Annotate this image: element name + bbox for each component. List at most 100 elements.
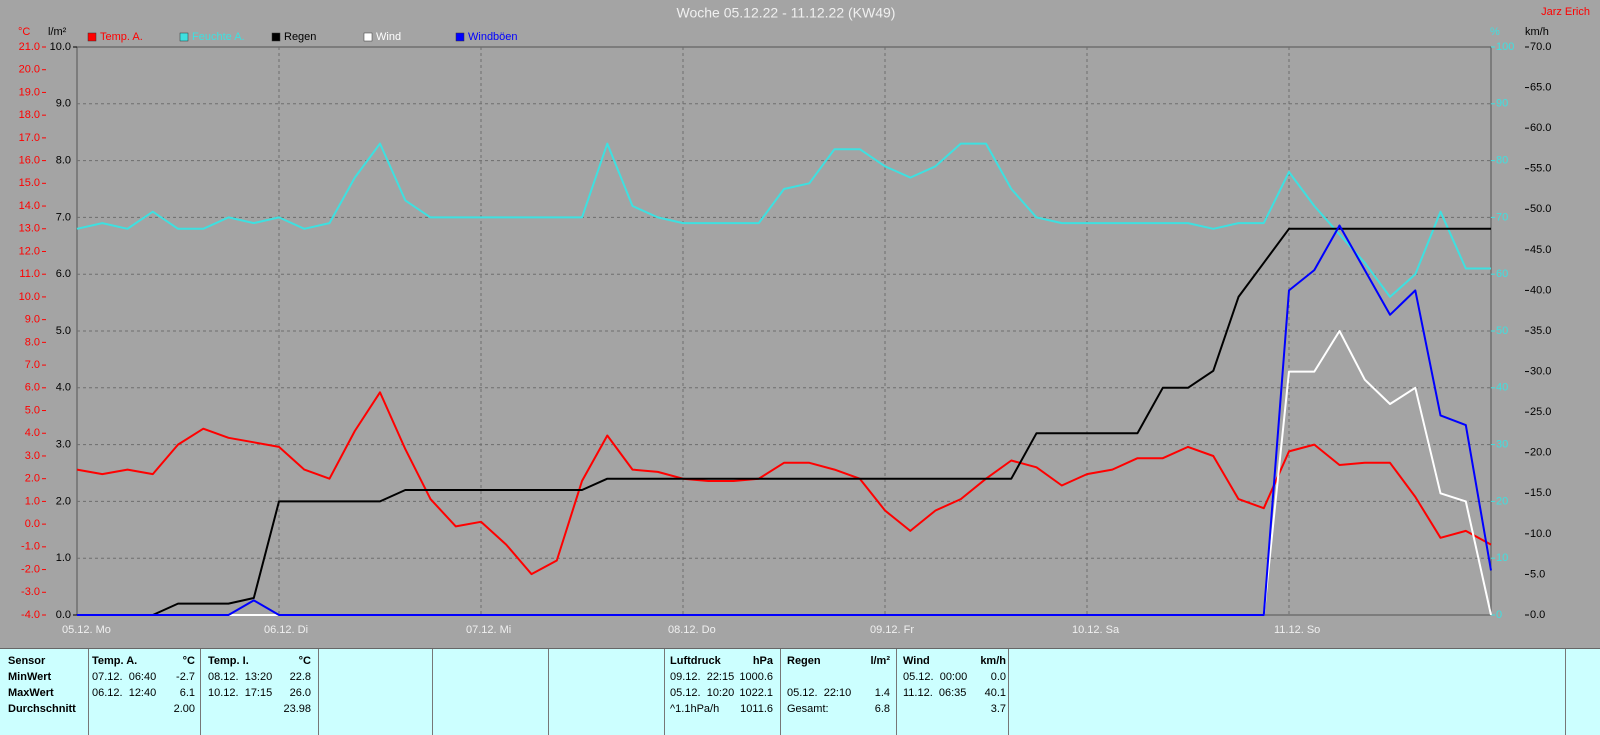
y3-tick-label: 40 xyxy=(1496,382,1508,394)
y4-tick-label: 35.0 xyxy=(1530,325,1551,337)
y-tick-label: -3.0 xyxy=(21,586,40,598)
y-tick-label: -4.0 xyxy=(21,609,40,621)
y2-tick-label: 7.0 xyxy=(56,211,71,223)
series-line xyxy=(76,142,1491,298)
group-unit: °C xyxy=(182,655,195,667)
chart-title: Woche 05.12.22 - 11.12.22 (KW49) xyxy=(677,5,896,21)
group-unit: °C xyxy=(298,655,311,667)
legend-label: Regen xyxy=(284,31,316,43)
y3-tick-label: 0 xyxy=(1496,609,1502,621)
y4-tick-label: 45.0 xyxy=(1530,244,1551,256)
y-tick-label: 8.0 xyxy=(25,336,40,348)
y3-tick-label: 20 xyxy=(1496,495,1508,507)
group-unit: km/h xyxy=(980,655,1006,667)
legend-swatch xyxy=(455,32,465,42)
y4-tick-label: 0.0 xyxy=(1530,609,1545,621)
y4-tick-label: 40.0 xyxy=(1530,284,1551,296)
stat-value: -2.7 xyxy=(176,671,195,683)
series-line xyxy=(77,224,1492,616)
legend-swatch xyxy=(179,32,189,42)
y2-unit: l/m² xyxy=(48,26,67,38)
stat-value: 23.98 xyxy=(283,703,311,715)
y2-tick-label: 10.0 xyxy=(50,41,71,53)
y-tick-label: 18.0 xyxy=(19,109,40,121)
y-tick-label: 1.0 xyxy=(25,495,40,507)
y3-unit: % xyxy=(1490,26,1500,38)
legend-label: Wind xyxy=(376,31,401,43)
y4-tick-label: 10.0 xyxy=(1530,528,1551,540)
legend-label: Windböen xyxy=(468,31,518,43)
y-tick-label: 10.0 xyxy=(19,291,40,303)
y3-tick-label: 60 xyxy=(1496,268,1508,280)
y4-tick-label: 65.0 xyxy=(1530,81,1551,93)
stat-time: 05.12. 22:10 xyxy=(787,687,852,699)
column-separator xyxy=(664,649,665,735)
x-tick-label: 09.12. Fr xyxy=(870,624,914,636)
y2-tick-label: 3.0 xyxy=(56,439,71,451)
y2-tick-label: 8.0 xyxy=(56,155,71,167)
stats-table: Sensor MinWert MaxWert Durchschnitt Temp. A.… xyxy=(0,648,1600,735)
stat-value: 6.8 xyxy=(874,703,890,715)
row-label: Durchschnitt xyxy=(8,703,76,715)
y-tick-label: -2.0 xyxy=(21,563,40,575)
x-tick-label: 07.12. Mi xyxy=(466,624,511,636)
y-tick-label: 2.0 xyxy=(25,473,40,485)
stat-value: 1.4 xyxy=(874,687,890,699)
y4-tick-label: 55.0 xyxy=(1530,163,1551,175)
row-label: MinWert xyxy=(8,671,52,683)
series-line xyxy=(77,227,1491,616)
y3-tick-label: 100 xyxy=(1496,41,1514,53)
stat-time: 05.12. 10:20 xyxy=(670,687,735,699)
x-tick-label: 08.12. Do xyxy=(668,624,716,636)
group-unit: hPa xyxy=(752,655,773,667)
stat-value: 6.1 xyxy=(179,687,195,699)
y3-tick-label: 30 xyxy=(1496,439,1508,451)
stat-time: 10.12. 17:15 xyxy=(208,687,273,699)
column-separator xyxy=(1565,649,1566,735)
group-name: Wind xyxy=(903,655,930,667)
stat-time: 07.12. 06:40 xyxy=(92,671,157,683)
column-separator xyxy=(88,649,89,735)
stat-value: 1011.6 xyxy=(740,703,773,715)
y-tick-label: 14.0 xyxy=(19,200,40,212)
author: Jarz Erich xyxy=(1541,6,1590,18)
y-tick-label: 6.0 xyxy=(25,382,40,394)
y-tick-label: 3.0 xyxy=(25,450,40,462)
column-separator xyxy=(1008,649,1009,735)
y2-tick-label: 1.0 xyxy=(56,552,71,564)
y3-tick-label: 90 xyxy=(1496,98,1508,110)
y2-tick-label: 6.0 xyxy=(56,268,71,280)
stat-value: 1000.6 xyxy=(739,671,773,683)
stat-value: 2.00 xyxy=(173,703,195,715)
chart: Woche 05.12.22 - 11.12.22 (KW49) Jarz Er… xyxy=(18,5,1590,636)
legend-label: Feuchte A. xyxy=(192,31,245,43)
stat-time: 08.12. 13:20 xyxy=(208,671,273,683)
y-unit: °C xyxy=(18,26,30,38)
y2-tick-label: 2.0 xyxy=(56,495,71,507)
y4-tick-label: 60.0 xyxy=(1530,122,1551,134)
y4-tick-label: 70.0 xyxy=(1530,41,1551,53)
row-label: Sensor xyxy=(8,655,46,667)
x-tick-label: 11.12. So xyxy=(1274,624,1320,636)
group-name: Luftdruck xyxy=(670,655,721,667)
y-tick-label: 15.0 xyxy=(19,177,40,189)
y-tick-label: 4.0 xyxy=(25,427,40,439)
y2-tick-label: 4.0 xyxy=(56,382,71,394)
y-tick-label: -1.0 xyxy=(21,541,40,553)
stat-value: 0.0 xyxy=(990,671,1006,683)
stat-value: 40.1 xyxy=(984,687,1006,699)
y3-tick-label: 50 xyxy=(1496,325,1508,337)
column-separator xyxy=(200,649,201,735)
y-tick-label: 0.0 xyxy=(25,518,40,530)
y-tick-label: 11.0 xyxy=(19,268,40,280)
x-tick-label: 10.12. Sa xyxy=(1072,624,1120,636)
stat-time: 11.12. 06:35 xyxy=(903,687,967,699)
y4-tick-label: 25.0 xyxy=(1530,406,1551,418)
y-tick-label: 5.0 xyxy=(25,404,40,416)
y-tick-label: 12.0 xyxy=(19,245,40,257)
stat-value: 1022.1 xyxy=(739,687,773,699)
stat-time: 06.12. 12:40 xyxy=(92,687,157,699)
column-separator xyxy=(318,649,319,735)
y-tick-label: 17.0 xyxy=(19,132,40,144)
